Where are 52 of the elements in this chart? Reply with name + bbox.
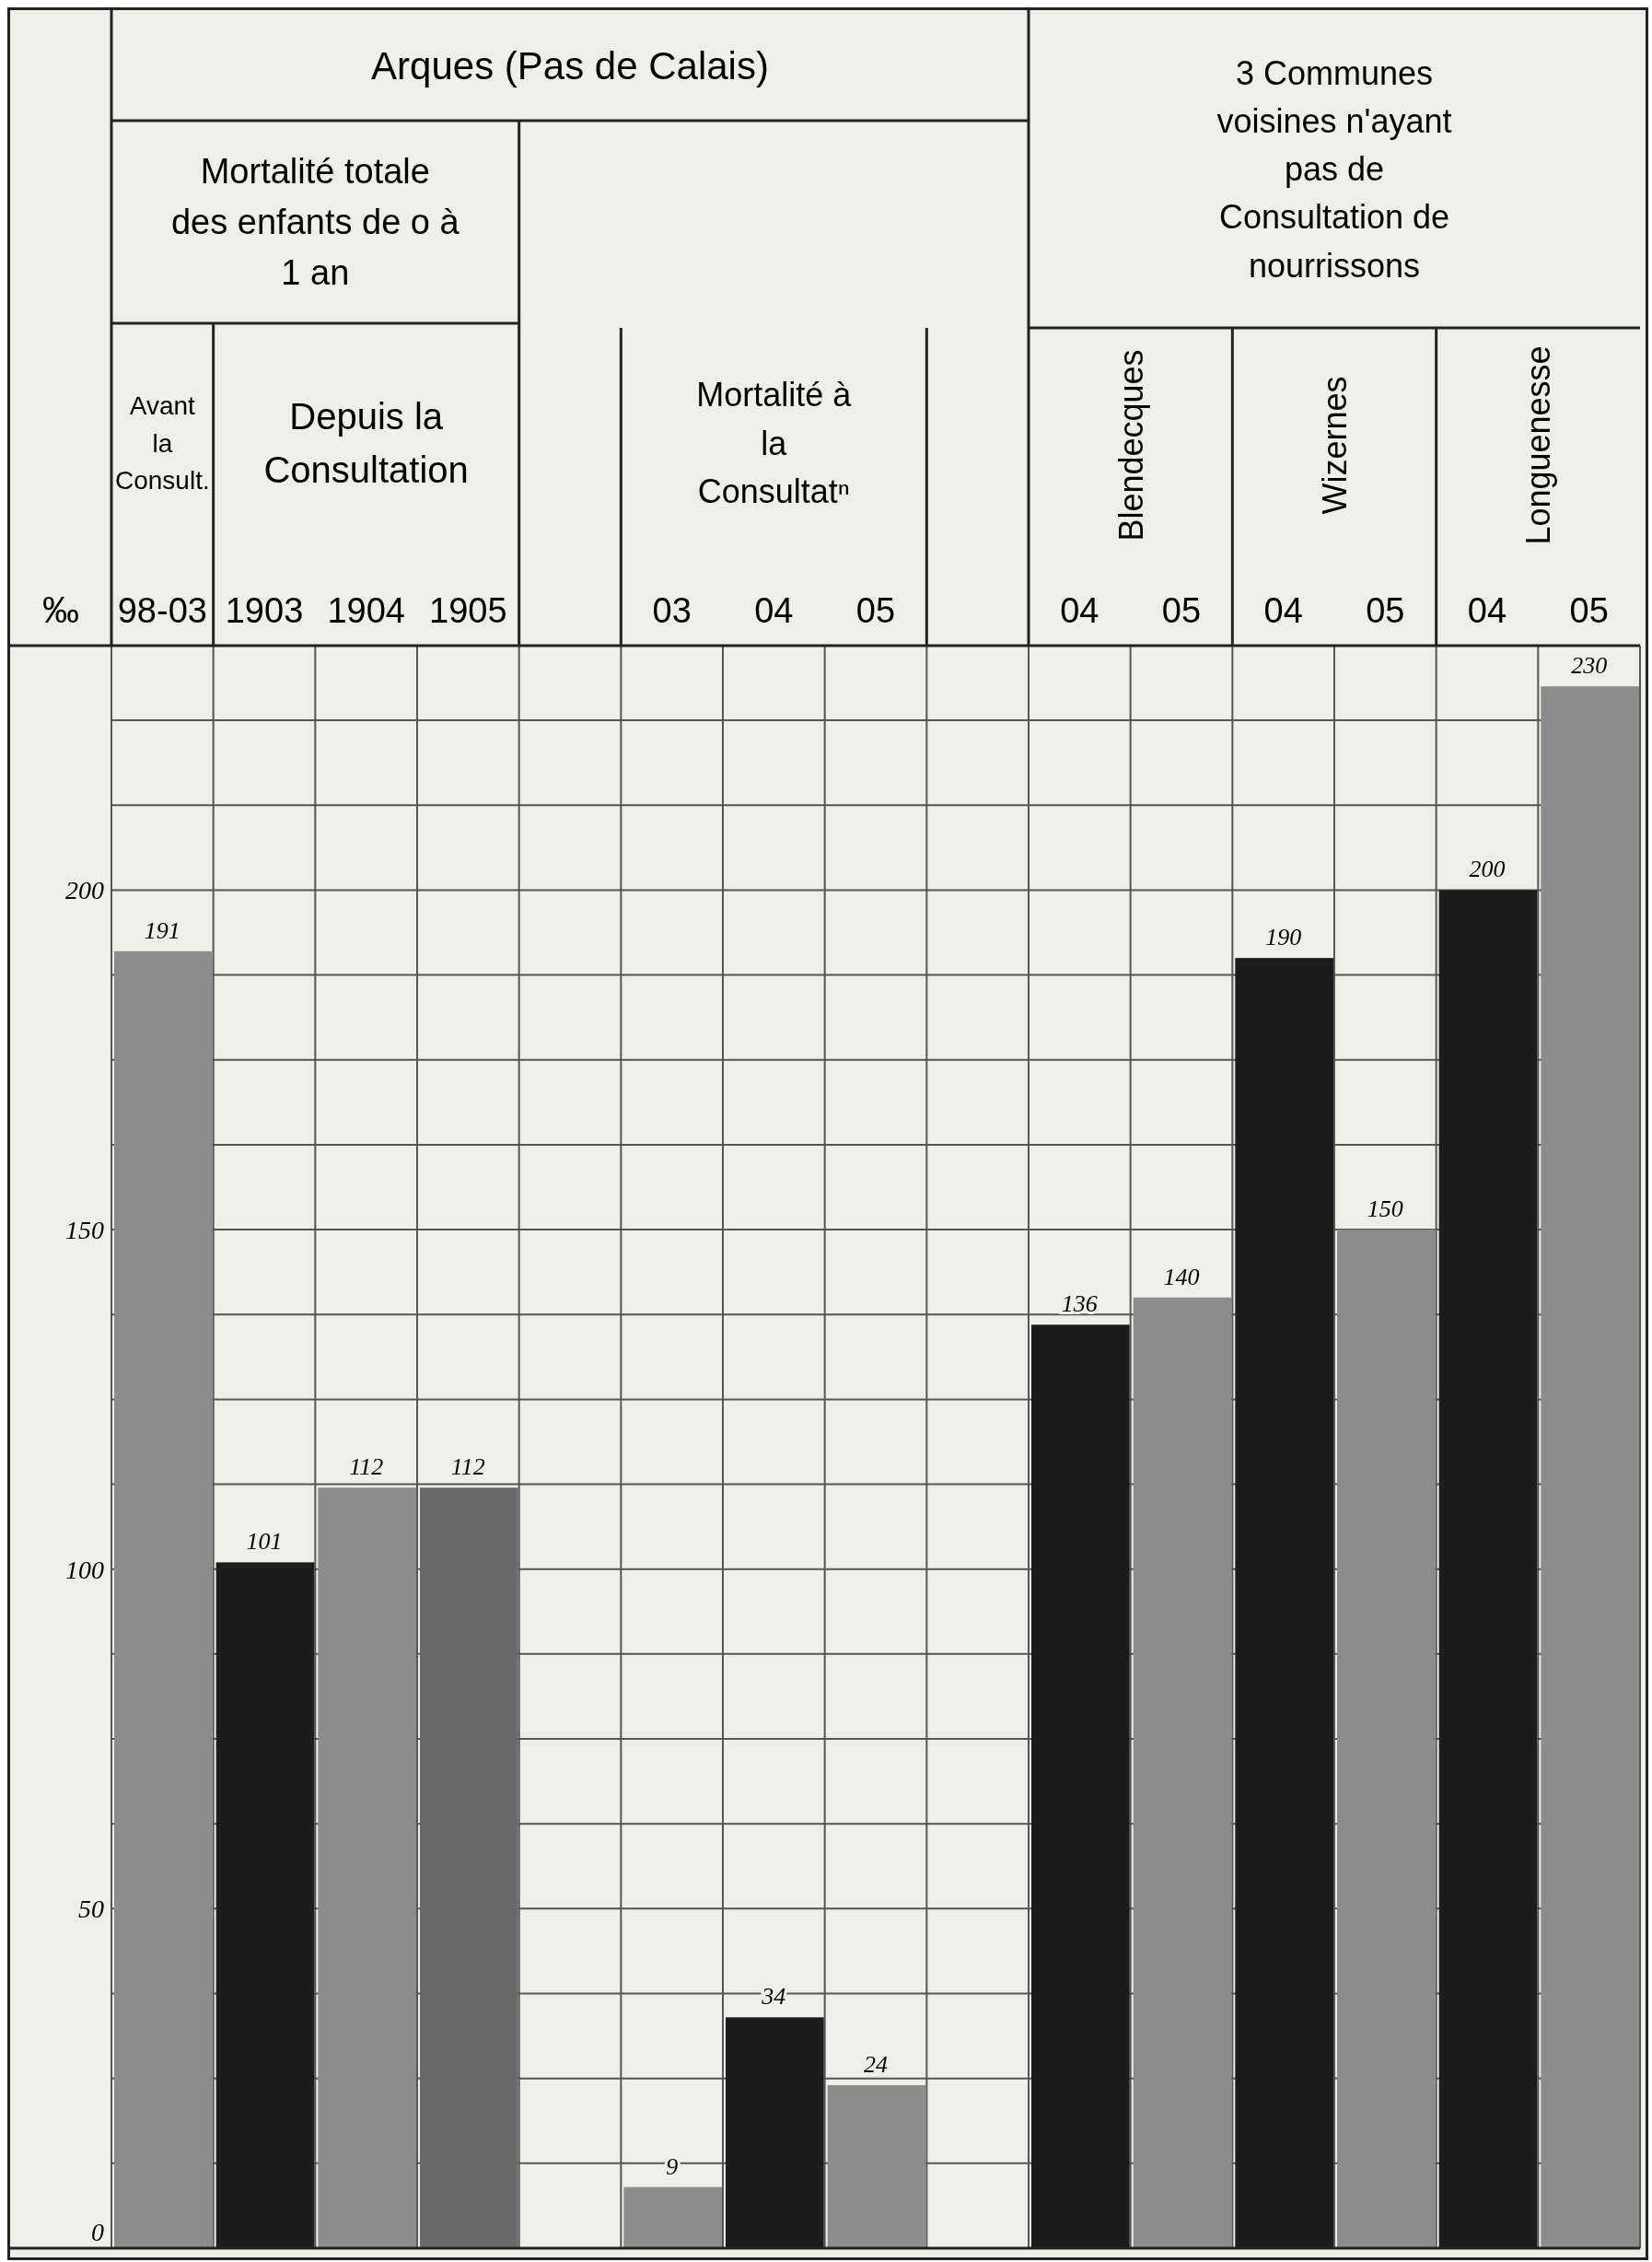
data-label: 150 (1367, 1195, 1403, 1223)
x-tick-label: 1905 (429, 591, 507, 630)
x-tick-label: 05 (1569, 591, 1609, 630)
y-axis-title: ‰ (42, 589, 79, 630)
text: Mortalité à la Consultatⁿ (696, 376, 853, 510)
bar (1133, 1297, 1232, 2248)
y-tick-label: 100 (65, 1555, 104, 1584)
y-tick-label: 150 (65, 1216, 104, 1245)
bar (215, 1562, 315, 2248)
x-tick-label: 04 (1263, 591, 1303, 630)
data-label: 140 (1163, 1263, 1200, 1290)
bar (420, 1487, 518, 2248)
data-label: 101 (246, 1528, 283, 1556)
text: Longuenesse (1519, 345, 1558, 545)
data-label: 136 (1061, 1290, 1098, 1318)
bar (114, 950, 213, 2248)
bar (1438, 890, 1538, 2248)
data-label: 230 (1571, 652, 1608, 680)
text: 3 Communes voisines n'ayant pas de Consultation de nourrissons (1216, 53, 1452, 285)
bar (827, 2085, 926, 2248)
data-label: 24 (864, 2051, 888, 2079)
bar (1337, 1230, 1436, 2248)
text: Mortalité totale des enfants de o à 1 an (170, 152, 460, 293)
x-tick-label: 04 (754, 591, 794, 630)
bar (726, 2017, 824, 2248)
data-label: 191 (144, 916, 180, 944)
bar (1235, 958, 1333, 2248)
text: Avant la Consult. (114, 391, 210, 496)
bar (318, 1487, 416, 2248)
text: Blendecques (1111, 349, 1150, 542)
data-label: 112 (450, 1453, 485, 1481)
x-tick-label: 1904 (327, 591, 405, 630)
x-tick-label: 1903 (225, 591, 304, 630)
bar (623, 2186, 722, 2248)
bar (1031, 1324, 1130, 2248)
y-tick-label: 0 (91, 2218, 104, 2246)
bar (1541, 686, 1639, 2248)
y-tick-label: 200 (65, 876, 104, 905)
x-tick-label: 98-03 (117, 591, 207, 630)
text: Depuis la Consultation (263, 396, 469, 490)
data-label: 200 (1469, 856, 1506, 883)
x-tick-label: 05 (1366, 591, 1405, 630)
data-label: 112 (349, 1453, 384, 1481)
data-label: 190 (1265, 924, 1302, 951)
x-tick-label: 03 (652, 591, 692, 630)
text: Arques (Pas de Calais) (371, 43, 769, 87)
x-tick-label: 04 (1060, 591, 1099, 630)
y-tick-label: 50 (78, 1895, 104, 1924)
x-tick-label: 05 (1161, 591, 1202, 630)
x-tick-label: 04 (1467, 591, 1507, 630)
text: Wizernes (1316, 376, 1354, 515)
x-tick-label: 05 (855, 591, 896, 630)
